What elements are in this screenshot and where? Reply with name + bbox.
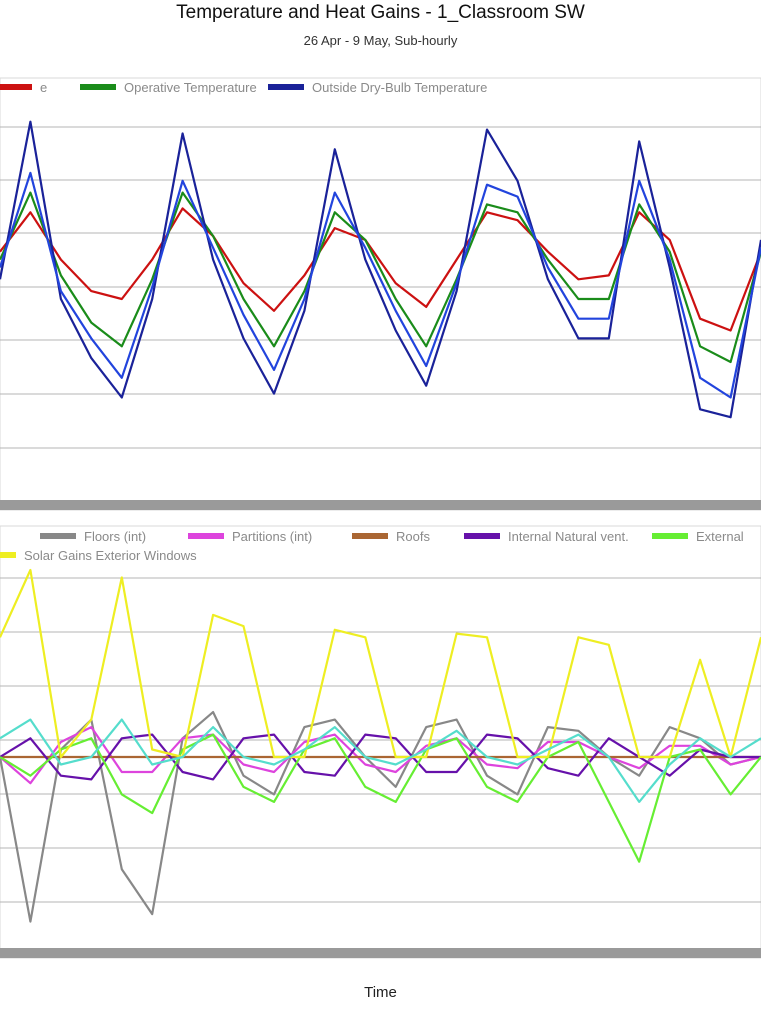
series-line-6: [0, 568, 761, 759]
chart-subtitle: 26 Apr - 9 May, Sub-hourly: [303, 33, 458, 48]
series-line-1: [0, 710, 761, 923]
legend-swatch: [0, 84, 32, 90]
legend-entry: Outside Dry-Bulb Temperature: [268, 80, 487, 95]
x-axis-band: [0, 948, 761, 958]
series-line-3: [0, 120, 761, 419]
legend-entry: Solar Gains Exterior Windows: [0, 548, 197, 563]
x-axis-band: [0, 500, 761, 510]
legend-label: Outside Dry-Bulb Temperature: [312, 80, 487, 95]
series-line-7: [0, 718, 761, 804]
series-line-4: [0, 171, 761, 399]
series-line-2: [0, 725, 761, 785]
legend-swatch: [80, 84, 116, 90]
plot-frame: [0, 525, 761, 959]
series-line-4: [0, 733, 761, 781]
legend-label: Solar Gains Exterior Windows: [24, 548, 197, 563]
legend-label: Roofs: [396, 529, 430, 544]
legend-label: Operative Temperature: [124, 80, 257, 95]
legend-entry: External: [652, 529, 744, 544]
legend-swatch: [40, 533, 76, 539]
chart-panel-1: e Operative Temperature Outside Dry-Bulb T…: [0, 77, 761, 511]
legend-entry: e: [0, 80, 47, 95]
series-line-2: [0, 191, 761, 364]
legend-label: Internal Natural vent.: [508, 529, 629, 544]
legend-swatch: [464, 533, 500, 539]
legend-label: Floors (int): [84, 529, 146, 544]
legend-entry: Roofs: [352, 529, 430, 544]
legend-swatch: [352, 533, 388, 539]
legend-label: Partitions (int): [232, 529, 312, 544]
chart-panel-2: Floors (int) Partitions (int) Roofs Interna…: [0, 525, 761, 959]
legend-entry: Partitions (int): [188, 529, 312, 544]
legend-swatch: [188, 533, 224, 539]
legend-swatch: [0, 552, 16, 558]
series-line-5: [0, 733, 761, 863]
legend-label: External: [696, 529, 744, 544]
legend-entry: Operative Temperature: [80, 80, 257, 95]
chart-title: Temperature and Heat Gains - 1_Classroom…: [176, 2, 585, 23]
legend-label: e: [40, 80, 47, 95]
x-axis-label: Time: [364, 984, 397, 1001]
legend-swatch: [268, 84, 304, 90]
legend-entry: Internal Natural vent.: [464, 529, 629, 544]
legend-entry: Floors (int): [40, 529, 146, 544]
legend-swatch: [652, 533, 688, 539]
